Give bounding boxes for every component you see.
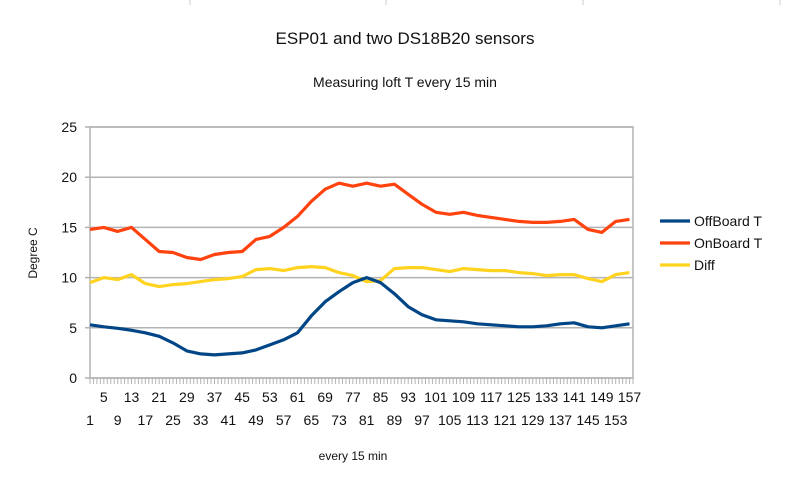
- x-tick-label: 33: [193, 412, 209, 428]
- x-tick-label: 149: [590, 389, 614, 405]
- x-tick-label: 141: [563, 389, 587, 405]
- y-tick-label: 10: [61, 270, 77, 286]
- x-tick-label: 13: [124, 389, 140, 405]
- x-tick-label: 101: [424, 389, 448, 405]
- y-axis-ticks: 0 5 10 15 20 25: [61, 119, 77, 386]
- y-tick-label: 15: [61, 219, 77, 235]
- y-tick-label: 20: [61, 169, 77, 185]
- legend-label: Diff: [694, 257, 715, 273]
- x-tick-label: 85: [373, 389, 389, 405]
- legend: OffBoard T OnBoard T Diff: [660, 213, 763, 273]
- x-tick-label: 69: [317, 389, 333, 405]
- x-tick-label: 73: [331, 412, 347, 428]
- y-tick-label: 0: [69, 370, 77, 386]
- x-tick-label: 109: [452, 389, 476, 405]
- x-tick-label: 133: [535, 389, 559, 405]
- x-tick-label: 89: [387, 412, 403, 428]
- x-tick-label: 37: [207, 389, 223, 405]
- x-tick-label: 125: [507, 389, 531, 405]
- x-tick-label: 49: [248, 412, 264, 428]
- x-tick-label: 117: [480, 389, 503, 405]
- x-tick-label: 29: [179, 389, 195, 405]
- x-tick-label: 61: [290, 389, 306, 405]
- x-tick-label: 145: [576, 412, 600, 428]
- x-tick-label: 65: [304, 412, 320, 428]
- x-tick-label: 53: [262, 389, 278, 405]
- x-axis-title: every 15 min: [319, 449, 388, 463]
- x-tick-label: 153: [604, 412, 628, 428]
- chart-title: ESP01 and two DS18B20 sensors: [276, 29, 535, 48]
- x-tick-label: 93: [400, 389, 416, 405]
- x-tick-label: 9: [114, 412, 122, 428]
- x-tick-label: 157: [618, 389, 642, 405]
- x-tick-label: 5: [100, 389, 108, 405]
- x-tick-label: 121: [493, 412, 517, 428]
- x-tick-label: 57: [276, 412, 292, 428]
- series-lines: [89, 181, 630, 357]
- x-tick-label: 21: [151, 389, 167, 405]
- legend-label: OnBoard T: [694, 235, 763, 251]
- x-tick-label: 17: [138, 412, 154, 428]
- x-tick-label: 105: [438, 412, 462, 428]
- x-tick-label: 77: [345, 389, 361, 405]
- x-tick-label: 25: [165, 412, 181, 428]
- y-tick-label: 5: [69, 320, 77, 336]
- sheet-top-gridlines: [189, 0, 781, 5]
- x-tick-label: 81: [359, 412, 375, 428]
- x-tick-label: 45: [234, 389, 250, 405]
- x-tick-label: 129: [521, 412, 545, 428]
- chart-subtitle: Measuring loft T every 15 min: [313, 74, 497, 90]
- series-line-onboard-t: [89, 181, 630, 262]
- x-tick-label: 97: [414, 412, 430, 428]
- x-axis-ticks: 5 13 21 29 37 45 53 61 69 77 85 93 101 109 117 125 133 14…: [86, 389, 641, 428]
- x-axis-minor-ticks: [89, 378, 634, 384]
- legend-label: OffBoard T: [694, 213, 762, 229]
- x-tick-label: 41: [221, 412, 237, 428]
- x-tick-label: 1: [86, 412, 94, 428]
- series-line-diff: [89, 265, 630, 289]
- y-axis-title: Degree C: [26, 227, 40, 279]
- y-tick-label: 25: [61, 119, 77, 135]
- x-tick-label: 113: [466, 412, 489, 428]
- series-line-offboard-t: [89, 276, 630, 357]
- x-tick-label: 137: [549, 412, 573, 428]
